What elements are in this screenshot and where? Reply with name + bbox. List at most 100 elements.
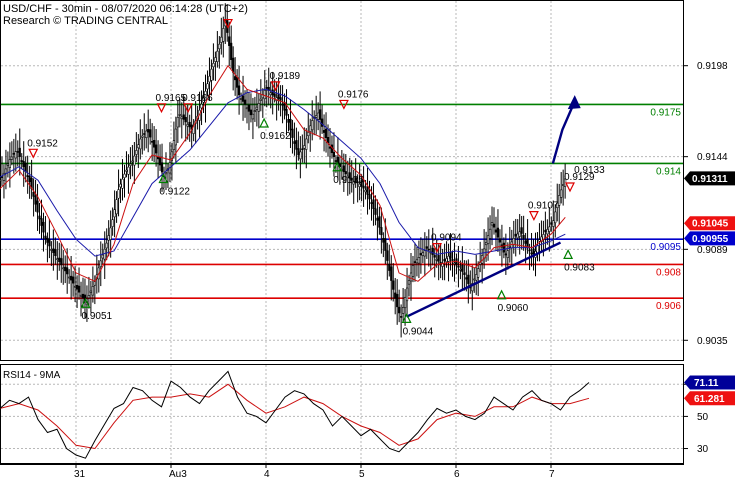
candle-body xyxy=(520,227,523,234)
candle-body xyxy=(70,275,73,281)
candle-body xyxy=(506,250,509,258)
candle-body xyxy=(498,238,502,243)
candle-body xyxy=(60,258,63,266)
candle-body xyxy=(4,168,8,174)
candle-body xyxy=(358,183,361,187)
candle-body xyxy=(554,211,557,224)
pivot-high-marker xyxy=(28,148,39,159)
candle-body xyxy=(176,117,179,128)
candle-body xyxy=(249,109,253,116)
price-badge-label: 0.91045 xyxy=(692,219,729,230)
candle-body xyxy=(494,229,498,233)
candle-body xyxy=(360,180,363,187)
candle-body xyxy=(467,274,470,284)
pivot-high-marker xyxy=(156,103,167,114)
candle-body xyxy=(212,63,215,68)
candle-body xyxy=(279,97,282,101)
candle-body xyxy=(398,306,401,314)
candle-body xyxy=(184,117,187,123)
price-badge-label: 0.90955 xyxy=(692,234,729,245)
candle-body xyxy=(115,199,118,215)
candle-body xyxy=(354,177,357,183)
candle-body xyxy=(58,257,61,263)
candle-body xyxy=(200,103,203,109)
level-label: 0.914 xyxy=(656,166,681,177)
candle-body xyxy=(20,160,23,162)
candle-body xyxy=(374,208,377,215)
pivot-high-marker xyxy=(270,81,281,92)
candle-body xyxy=(512,238,515,245)
candle-body xyxy=(552,220,555,227)
candle-body xyxy=(477,268,480,278)
time-tick-label: 5 xyxy=(359,469,365,480)
candle-body xyxy=(293,141,296,144)
candle-body xyxy=(241,95,245,102)
candle-body xyxy=(502,242,505,253)
candle-body xyxy=(473,278,476,281)
candle-body xyxy=(38,215,41,220)
candle-body xyxy=(232,57,235,73)
candle-body xyxy=(488,228,492,239)
rsi-badge-label: 61.281 xyxy=(694,394,725,405)
pivot-low-label: 0.9083 xyxy=(564,262,595,273)
candle-body xyxy=(421,252,424,256)
candle-body xyxy=(202,97,205,103)
candle-body xyxy=(40,218,43,226)
candle-body xyxy=(514,233,517,237)
candle-body xyxy=(6,163,10,166)
candle-body xyxy=(508,245,511,248)
candle-body xyxy=(309,125,312,133)
candle-body xyxy=(439,261,442,264)
candle-body xyxy=(105,242,108,249)
candle-body xyxy=(277,94,280,99)
candle-body xyxy=(28,176,31,182)
candle-body xyxy=(257,103,260,112)
candle-body xyxy=(48,238,51,247)
candle-body xyxy=(405,287,409,302)
candle-body xyxy=(32,191,35,197)
candle-body xyxy=(322,130,326,133)
candle-body xyxy=(210,68,213,81)
candle-body xyxy=(178,114,181,116)
candle-body xyxy=(445,258,448,263)
candle-body xyxy=(295,140,298,150)
candle-body xyxy=(24,162,27,172)
candle-body xyxy=(265,87,268,89)
candle-body xyxy=(504,253,507,256)
candle-body xyxy=(471,283,474,292)
pivot-high-label: 0.9129 xyxy=(564,172,595,183)
price-tick-label: 0.9198 xyxy=(697,61,728,72)
candle-body xyxy=(548,226,551,232)
candle-body xyxy=(475,274,478,281)
candle-body xyxy=(228,36,231,46)
candle-body xyxy=(433,255,436,258)
candle-body xyxy=(147,128,150,133)
candle-body xyxy=(463,272,466,275)
candle-body xyxy=(243,99,247,105)
moving-averages xyxy=(0,64,566,282)
candle-body xyxy=(380,227,383,236)
candle-body xyxy=(285,108,288,116)
candle-body xyxy=(103,248,106,260)
candle-body xyxy=(125,169,128,172)
candle-body xyxy=(220,36,223,43)
time-tick-label: 7 xyxy=(549,469,555,480)
pivot-high-label: 0.9189 xyxy=(270,71,301,82)
time-tick-label: 4 xyxy=(264,469,270,480)
candle-body xyxy=(356,181,359,184)
candle-body xyxy=(222,28,225,42)
candle-body xyxy=(342,165,345,173)
candle-body xyxy=(415,259,419,264)
candle-body xyxy=(141,135,144,138)
price-badge xyxy=(684,171,735,186)
candle-body xyxy=(155,144,158,154)
rsi-tick-label: 50 xyxy=(697,412,709,423)
price-panel-frame xyxy=(0,0,684,361)
candle-body xyxy=(305,138,308,150)
time-tick-label: 31 xyxy=(74,469,86,480)
pivot-low-marker xyxy=(259,117,270,128)
candle-body xyxy=(87,295,91,299)
candle-body xyxy=(8,159,11,168)
candle-body xyxy=(156,156,160,160)
